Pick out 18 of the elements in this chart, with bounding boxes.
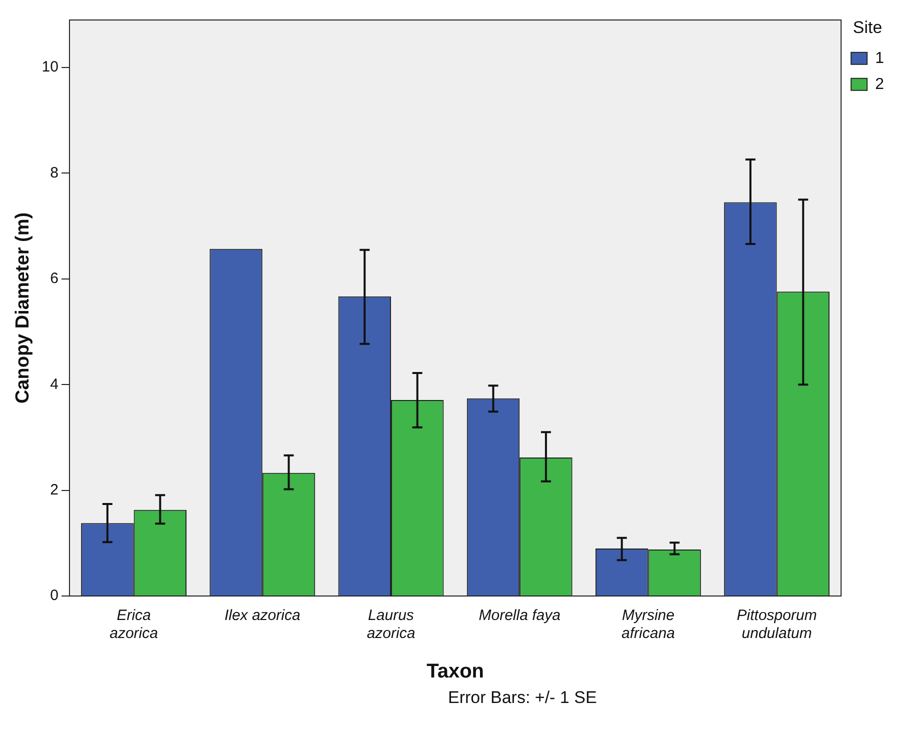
legend-label: 1 bbox=[875, 50, 884, 67]
legend-label: 2 bbox=[875, 76, 884, 93]
x-tick-label: Myrsine africana bbox=[622, 607, 675, 642]
x-tick-label: Morella faya bbox=[478, 607, 560, 624]
y-tick-label: 8 bbox=[50, 164, 58, 182]
y-tick-label: 2 bbox=[50, 481, 58, 498]
legend-title: Site bbox=[852, 18, 882, 38]
y-tick-label: 0 bbox=[50, 587, 58, 604]
y-axis-title: Canopy Diameter (m) bbox=[12, 212, 34, 404]
y-tick-label: 10 bbox=[42, 58, 58, 76]
x-tick-label: Pittosporum undulatum bbox=[736, 607, 817, 642]
x-tick-label: Laurus azorica bbox=[366, 607, 416, 642]
x-tick-label: Ilex azorica bbox=[224, 607, 300, 624]
y-tick-label: 4 bbox=[50, 376, 58, 393]
text: Error Bars: +/- 1 SE bbox=[448, 688, 598, 708]
x-tick-label: Erica azorica bbox=[110, 607, 158, 642]
y-tick-label: 6 bbox=[50, 270, 58, 288]
x-axis-title: Taxon bbox=[426, 660, 484, 683]
